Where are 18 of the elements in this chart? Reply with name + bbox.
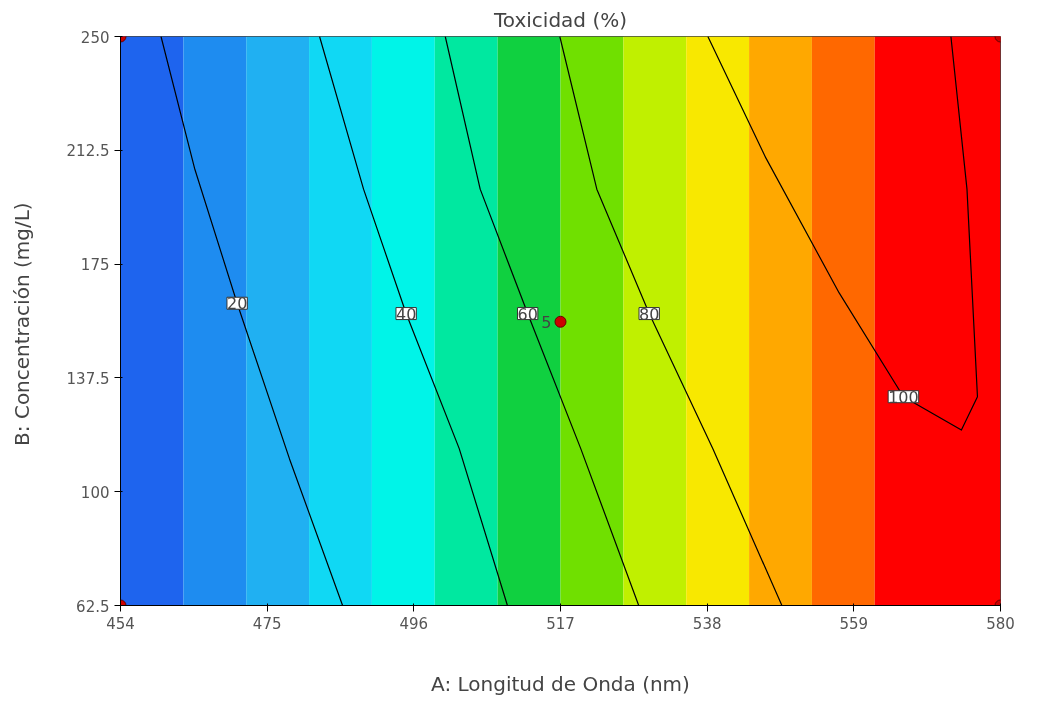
x-tick-label: 580 [986, 614, 1015, 633]
x-tick-label: 475 [252, 614, 282, 633]
x-tick-label: 496 [399, 614, 429, 633]
y-tick-label: 100 [80, 483, 110, 502]
x-axis-title: A: Longitud de Onda (nm) [431, 671, 690, 696]
x-tick-label: 538 [692, 614, 722, 633]
x-tick-label: 559 [839, 614, 869, 633]
y-tick-label: 62.5 [76, 597, 110, 616]
y-tick-label: 175 [80, 256, 110, 275]
line-series [707, 36, 979, 431]
x-tick-label: 517 [546, 614, 575, 633]
y-tick-label: 137.5 [66, 369, 110, 388]
y-tick-label: 250 [80, 28, 110, 47]
chart-title: Toxicidad (%) [493, 7, 627, 32]
y-axis-title: B: Concentración (mg/L) [9, 202, 34, 446]
annotation: 5 [541, 312, 552, 332]
y-tick-label: 212.5 [66, 142, 110, 161]
x-tick-label: 454 [106, 614, 135, 633]
